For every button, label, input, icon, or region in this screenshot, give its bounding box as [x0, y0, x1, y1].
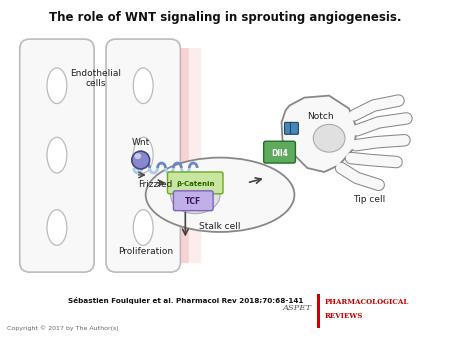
Text: REVIEWS: REVIEWS [324, 312, 363, 320]
Text: Copyright © 2017 by The Author(s): Copyright © 2017 by The Author(s) [7, 326, 118, 332]
FancyBboxPatch shape [106, 39, 180, 272]
Ellipse shape [146, 158, 294, 232]
Ellipse shape [132, 151, 150, 169]
FancyBboxPatch shape [264, 141, 295, 163]
Ellipse shape [47, 137, 67, 173]
Ellipse shape [133, 210, 153, 245]
Text: Sébastien Foulquier et al. Pharmacol Rev 2018;70:68-141: Sébastien Foulquier et al. Pharmacol Rev… [68, 297, 303, 305]
FancyBboxPatch shape [173, 191, 213, 211]
Ellipse shape [134, 153, 141, 159]
Text: TCF: TCF [185, 197, 202, 206]
FancyBboxPatch shape [20, 39, 94, 272]
Text: Wnt: Wnt [131, 138, 150, 147]
FancyBboxPatch shape [132, 48, 179, 263]
Ellipse shape [171, 176, 220, 214]
FancyBboxPatch shape [284, 122, 292, 134]
Text: Endothelial
cells: Endothelial cells [71, 69, 122, 89]
Text: Tip cell: Tip cell [353, 195, 385, 204]
Bar [317, 294, 320, 328]
Ellipse shape [47, 68, 67, 103]
Text: Dll4: Dll4 [271, 149, 288, 158]
FancyBboxPatch shape [290, 122, 298, 134]
Ellipse shape [47, 210, 67, 245]
Text: Proliferation: Proliferation [118, 247, 173, 256]
Text: β-Catenin: β-Catenin [176, 181, 215, 187]
FancyBboxPatch shape [141, 48, 171, 263]
Text: Notch: Notch [307, 112, 334, 121]
Text: PHARMACOLOGICAL: PHARMACOLOGICAL [324, 298, 409, 306]
Text: The role of WNT signaling in sprouting angiogenesis.: The role of WNT signaling in sprouting a… [49, 11, 401, 24]
Polygon shape [282, 96, 357, 172]
Text: ASPET: ASPET [282, 304, 311, 312]
FancyBboxPatch shape [167, 172, 223, 194]
Ellipse shape [133, 68, 153, 103]
FancyBboxPatch shape [148, 48, 163, 263]
Ellipse shape [313, 124, 345, 152]
Ellipse shape [133, 137, 153, 173]
Text: Frizzled: Frizzled [139, 180, 173, 189]
FancyBboxPatch shape [110, 48, 201, 263]
Text: Stalk cell: Stalk cell [199, 221, 241, 231]
FancyBboxPatch shape [122, 48, 189, 263]
